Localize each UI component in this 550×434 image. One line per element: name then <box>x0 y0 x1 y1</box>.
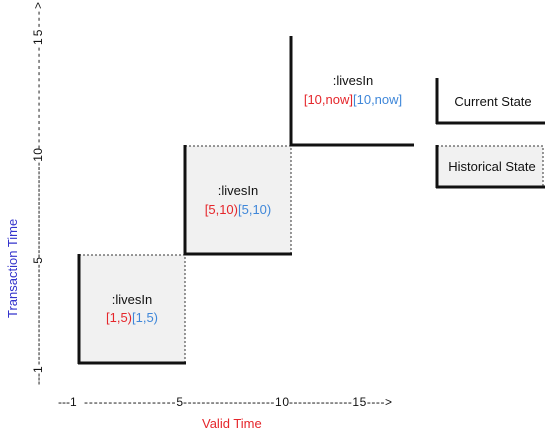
box-1-intervals: [1,5)[1,5) <box>106 310 158 325</box>
box-3-intervals: [10,now][10,now] <box>304 92 402 107</box>
y-ruler-bottom: ---1 <box>31 366 45 385</box>
legend-current-state: Current State <box>435 78 545 125</box>
x-ruler-15: --------------15----> <box>289 395 392 409</box>
x-axis-title: Valid Time <box>202 416 262 431</box>
legend-historical-label: Historical State <box>448 159 535 174</box>
legend-current-label: Current State <box>454 94 531 109</box>
historical-box-2: :livesIn [5,10)[5,10) <box>183 145 292 256</box>
box-2-intervals: [5,10)[5,10) <box>205 202 272 217</box>
x-axis-ruler: ---1 -------------------5 --------------… <box>58 395 392 409</box>
legend-historical-state: Historical State <box>435 145 545 189</box>
box-3-title: :livesIn <box>333 73 373 88</box>
box-3-valid: [10,now] <box>304 92 353 107</box>
box-3-transaction: [10,now] <box>353 92 402 107</box>
box-1-valid: [1,5) <box>106 310 132 325</box>
current-box: :livesIn [10,now][10,now] <box>289 36 414 147</box>
x-ruler-5: -------------------5 <box>84 395 183 409</box>
y-axis-title: Transaction Time <box>5 219 20 318</box>
y-ruler-10: ----------------------10 <box>31 148 45 258</box>
y-ruler-5: ----------------------5 <box>31 257 45 365</box>
box-2-title: :livesIn <box>218 183 258 198</box>
box-1-title: :livesIn <box>112 292 152 307</box>
historical-box-1: :livesIn [1,5)[1,5) <box>77 254 186 365</box>
x-ruler-1: ---1 <box>58 395 77 409</box>
x-ruler-10: --------------------10 <box>183 395 289 409</box>
box-2-transaction: [5,10) <box>238 202 271 217</box>
y-ruler-15: -----------------15---> <box>31 2 45 149</box>
box-2-valid: [5,10) <box>205 202 238 217</box>
y-axis-ruler: ---1 ----------------------5 -----------… <box>31 2 45 385</box>
box-1-transaction: [1,5) <box>132 310 158 325</box>
